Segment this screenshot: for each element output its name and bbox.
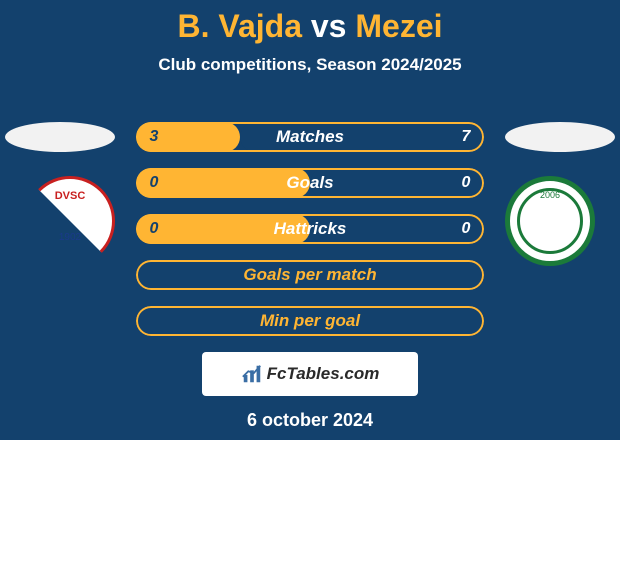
comparison-infographic: B. Vajda vs Mezei Club competitions, Sea… [0,0,620,440]
stat-bars: 3 Matches 7 0 Goals 0 0 Hattricks 0 Goal… [136,122,484,352]
player2-name: Mezei [355,8,442,44]
stat-val-left: 0 [136,220,172,238]
stat-row-goals: 0 Goals 0 [136,168,484,198]
stat-row-hattricks: 0 Hattricks 0 [136,214,484,244]
date-text: 6 october 2024 [0,410,620,431]
player2-avatar [505,122,615,152]
team2-badge: 2006 [505,176,595,266]
stat-label: Matches [172,127,448,147]
stat-val-right: 0 [448,174,484,192]
stat-row-gpm: Goals per match [136,260,484,290]
stat-label: Hattricks [172,219,448,239]
watermark-text: FcTables.com [267,364,380,384]
player1-name: B. Vajda [177,8,302,44]
stat-label: Goals per match [172,265,448,285]
team2-year: 2006 [505,190,595,200]
stat-label: Min per goal [172,311,448,331]
stat-label: Goals [172,173,448,193]
subtitle: Club competitions, Season 2024/2025 [0,55,620,75]
stat-row-mpg: Min per goal [136,306,484,336]
chart-icon [241,363,263,385]
stat-val-left: 3 [136,128,172,146]
vs-text: vs [311,8,347,44]
team1-badge: 1902 [25,176,115,266]
stat-row-matches: 3 Matches 7 [136,122,484,152]
page-title: B. Vajda vs Mezei [0,0,620,45]
stat-val-right: 0 [448,220,484,238]
watermark-badge: FcTables.com [202,352,418,396]
player1-avatar [5,122,115,152]
stat-val-right: 7 [448,128,484,146]
stat-val-left: 0 [136,174,172,192]
team1-year: 1902 [25,232,115,243]
